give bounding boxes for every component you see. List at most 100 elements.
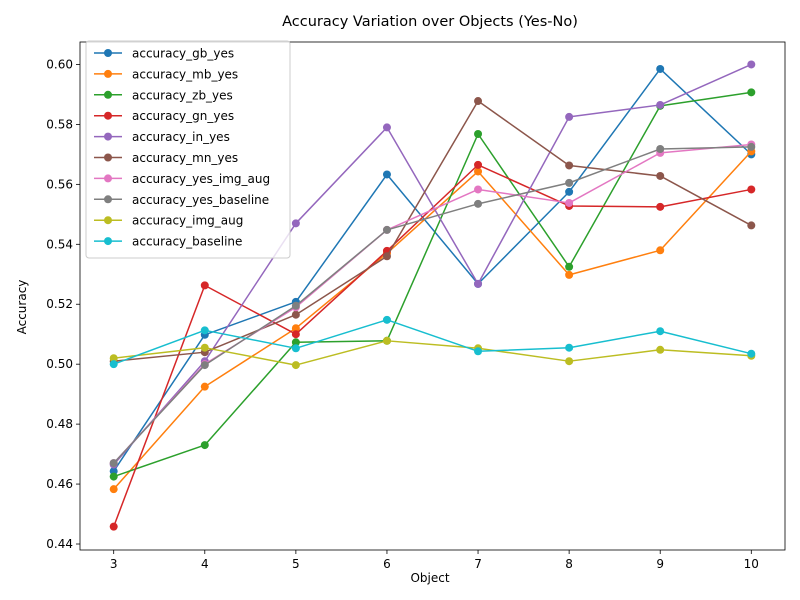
data-point: [747, 221, 756, 230]
y-tick-label: 0.46: [46, 477, 73, 491]
data-point: [747, 60, 756, 69]
legend-entry: accuracy_gb_yes: [94, 47, 234, 61]
legend-marker: [104, 132, 112, 141]
legend-entry: accuracy_yes_baseline: [94, 193, 269, 207]
series-accuracy_baseline: [109, 315, 756, 369]
data-point: [747, 349, 756, 358]
legend-marker: [104, 195, 112, 204]
data-point: [291, 361, 300, 370]
legend-entry: accuracy_baseline: [94, 235, 242, 249]
data-point: [382, 170, 391, 179]
series-line: [113, 91, 752, 478]
data-point: [109, 485, 118, 494]
data-point: [656, 171, 665, 180]
legend-entry: accuracy_mn_yes: [94, 151, 238, 165]
series-line: [113, 100, 752, 362]
axes: 3 4 5 6 7 8 9 10 0.44 0.46 0.48 0.50 0.52 0.54 0.56 0.5…: [46, 41, 786, 571]
legend-marker: [104, 237, 112, 246]
y-tick-label: 0.54: [46, 237, 73, 251]
data-point: [291, 324, 300, 333]
series-accuracy_yes_baseline: [109, 142, 756, 468]
x-tick-label: 8: [565, 557, 573, 571]
legend-label: accuracy_gn_yes: [132, 109, 234, 123]
x-tick-label: 6: [383, 557, 391, 571]
data-point: [291, 219, 300, 228]
chart-title: Accuracy Variation over Objects (Yes-No): [282, 14, 578, 30]
data-point: [109, 459, 118, 468]
data-point: [200, 361, 209, 370]
data-point: [200, 326, 209, 335]
data-point: [474, 279, 483, 288]
x-axis-label: Object: [410, 571, 449, 585]
legend-marker: [104, 153, 112, 162]
data-point: [200, 281, 209, 290]
x-tick-label: 3: [110, 557, 118, 571]
y-tick-label: 0.56: [46, 177, 73, 191]
series-line: [113, 150, 752, 490]
data-point: [382, 123, 391, 132]
y-tick-label: 0.52: [46, 297, 73, 311]
legend-entry: accuracy_gn_yes: [94, 109, 234, 123]
x-tick-label: 5: [292, 557, 300, 571]
data-point: [474, 97, 483, 106]
y-tick-label: 0.60: [46, 57, 73, 71]
series-line: [113, 319, 752, 365]
legend-label: accuracy_gb_yes: [132, 47, 234, 61]
x-tick-label: 10: [744, 557, 759, 571]
series-line: [113, 68, 752, 472]
data-point: [565, 198, 574, 207]
series-line: [113, 63, 752, 466]
data-point: [565, 112, 574, 121]
data-point: [382, 336, 391, 345]
data-point: [474, 185, 483, 194]
legend-box: [85, 40, 291, 259]
data-point: [291, 301, 300, 310]
data-point: [747, 142, 756, 151]
series-line: [112, 164, 752, 527]
legend-label: accuracy_mn_yes: [132, 151, 238, 165]
data-point: [382, 252, 391, 261]
y-tick-label: 0.58: [46, 117, 73, 131]
legend-label: accuracy_in_yes: [132, 130, 230, 144]
data-point: [291, 344, 300, 353]
data-point: [109, 354, 118, 363]
y-tick-label: 0.48: [46, 417, 73, 431]
x-tick-label: 7: [474, 557, 482, 571]
legend-entry: accuracy_in_yes: [94, 130, 230, 144]
data-point: [656, 64, 665, 73]
legend-marker: [104, 174, 112, 183]
data-point: [565, 343, 574, 352]
legend-entry: accuracy_zb_yes: [94, 88, 233, 102]
legend-entry: accuracy_img_aug: [94, 214, 243, 228]
series-accuracy_img_aug: [109, 336, 756, 370]
data-point: [565, 270, 574, 279]
data-point: [656, 202, 665, 211]
legend-marker: [104, 216, 112, 225]
data-point: [474, 160, 483, 169]
legend-marker: [104, 111, 112, 120]
data-point: [291, 338, 300, 347]
data-point: [656, 345, 665, 354]
data-point: [747, 88, 756, 97]
legend-label: accuracy_mb_yes: [132, 67, 238, 81]
data-point: [200, 382, 209, 391]
legend-label: accuracy_yes_img_aug: [132, 172, 270, 186]
legend-label: accuracy_baseline: [132, 235, 242, 249]
data-point: [656, 100, 665, 109]
data-point: [291, 330, 300, 339]
legend-entry: accuracy_mb_yes: [94, 67, 238, 81]
data-point: [474, 347, 483, 356]
data-point: [200, 343, 209, 352]
legend: accuracy_gb_yes accuracy_mb_yes accuracy_z…: [85, 40, 291, 259]
plot-area: [109, 60, 756, 531]
data-point: [291, 310, 300, 319]
data-point: [565, 178, 574, 187]
data-point: [200, 441, 209, 450]
data-point: [109, 522, 118, 531]
data-point: [656, 144, 665, 153]
data-point: [109, 360, 118, 369]
data-point: [747, 185, 756, 194]
legend-label: accuracy_yes_baseline: [132, 193, 269, 207]
x-tick-label: 4: [201, 557, 209, 571]
